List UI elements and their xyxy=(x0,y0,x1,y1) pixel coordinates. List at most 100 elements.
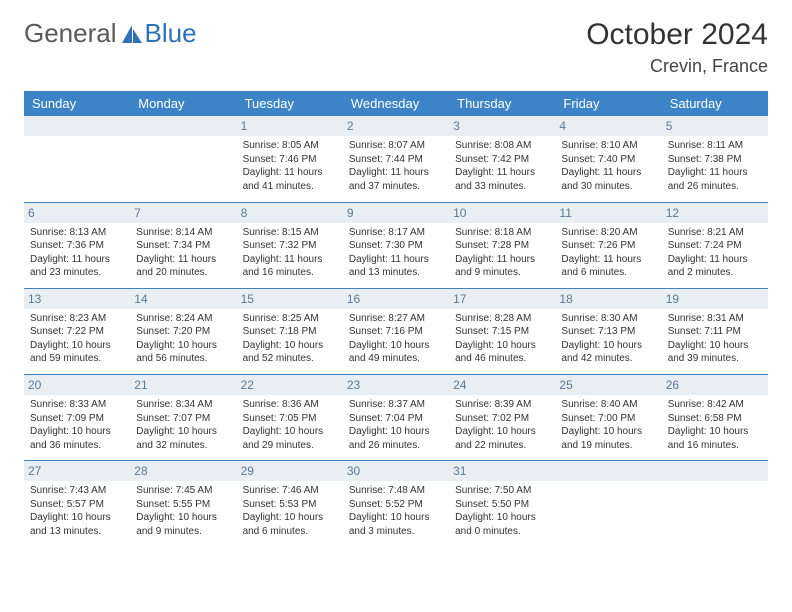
sunrise-line: Sunrise: 8:39 AM xyxy=(455,398,549,412)
sunrise-line: Sunrise: 8:10 AM xyxy=(561,139,655,153)
weekday-header: Saturday xyxy=(662,91,768,116)
sunset-line: Sunset: 7:22 PM xyxy=(30,325,124,339)
weekday-header: Tuesday xyxy=(237,91,343,116)
sunrise-line: Sunrise: 7:48 AM xyxy=(349,484,443,498)
calendar-day-cell: 21 Sunrise: 8:34 AMSunset: 7:07 PMDayligh… xyxy=(130,374,236,460)
calendar-body: ..1Sunrise: 8:05 AMSunset: 7:46 PMDaylig… xyxy=(24,116,768,547)
day-number: 9 xyxy=(343,203,449,223)
sunset-line: Sunset: 7:24 PM xyxy=(668,239,762,253)
brand-logo: General Blue xyxy=(24,18,197,49)
daylight-line: Daylight: 10 hours and 3 minutes. xyxy=(349,511,443,538)
calendar-day-cell: 28Sunrise: 7:45 AMSunset: 5:55 PMDayligh… xyxy=(130,461,236,547)
calendar-week-row: 20 Sunrise: 8:33 AMSunset: 7:09 PM Dayligh… xyxy=(24,374,768,460)
sunset-line: Sunset: 7:07 PM xyxy=(136,412,230,426)
sunset-line: Sunset: 7:32 PM xyxy=(243,239,337,253)
day-number: 14 xyxy=(130,289,236,309)
page-header: General Blue October 2024 Crevin, France xyxy=(24,18,768,77)
day-number: 1 xyxy=(237,116,343,136)
day-number: 15 xyxy=(237,289,343,309)
sunrise-line: Sunrise: 8:15 AM xyxy=(243,226,337,240)
sunrise-line: Sunrise: 8:23 AM xyxy=(30,312,124,326)
daylight-line: Daylight: 10 hours and 49 minutes. xyxy=(349,339,443,366)
sunset-line: Sunset: 7:13 PM xyxy=(561,325,655,339)
calendar-day-cell: 1Sunrise: 8:05 AMSunset: 7:46 PMDaylight… xyxy=(237,116,343,202)
sunrise-line: Sunrise: 8:37 AM xyxy=(349,398,443,412)
sunrise-line: Sunrise: 8:24 AM xyxy=(136,312,230,326)
daylight-line: Daylight: 11 hours and 6 minutes. xyxy=(561,253,655,280)
weekday-header: Wednesday xyxy=(343,91,449,116)
sunset-line: Sunset: 7:16 PM xyxy=(349,325,443,339)
daylight-line: Daylight: 10 hours and 16 minutes. xyxy=(668,425,762,452)
sunset-line: Sunset: 7:42 PM xyxy=(455,153,549,167)
calendar-day-cell: 26Sunrise: 8:42 AMSunset: 6:58 PMDayligh… xyxy=(662,374,768,460)
day-number: 4 xyxy=(555,116,661,136)
calendar-day-cell: 5Sunrise: 8:11 AMSunset: 7:38 PMDaylight… xyxy=(662,116,768,202)
sunset-line: Sunset: 6:58 PM xyxy=(668,412,762,426)
daylight-line: Daylight: 11 hours and 30 minutes. xyxy=(561,166,655,193)
daylight-line: Daylight: 10 hours and 42 minutes. xyxy=(561,339,655,366)
daylight-line: Daylight: 10 hours and 26 minutes. xyxy=(349,425,443,452)
sunset-line: Sunset: 7:44 PM xyxy=(349,153,443,167)
calendar-day-cell: 6Sunrise: 8:13 AMSunset: 7:36 PMDaylight… xyxy=(24,202,130,288)
sunset-line: Sunset: 7:36 PM xyxy=(30,239,124,253)
sunset-line: Sunset: 5:50 PM xyxy=(455,498,549,512)
sunrise-line: Sunrise: 8:34 AM xyxy=(136,398,230,412)
sunrise-line: Sunrise: 7:50 AM xyxy=(455,484,549,498)
weekday-header: Monday xyxy=(130,91,236,116)
day-number: 21 xyxy=(130,375,236,395)
sunrise-line: Sunrise: 8:40 AM xyxy=(561,398,655,412)
day-number: 11 xyxy=(555,203,661,223)
daylight-line: Daylight: 11 hours and 26 minutes. xyxy=(668,166,762,193)
sunrise-line: Sunrise: 8:33 AM xyxy=(30,398,124,412)
day-number: 13 xyxy=(24,289,130,309)
sunset-line: Sunset: 7:02 PM xyxy=(455,412,549,426)
calendar-day-cell: 31Sunrise: 7:50 AMSunset: 5:50 PMDayligh… xyxy=(449,461,555,547)
sunset-line: Sunset: 7:09 PM xyxy=(30,412,124,426)
sunset-line: Sunset: 5:55 PM xyxy=(136,498,230,512)
sunset-line: Sunset: 7:00 PM xyxy=(561,412,655,426)
calendar-day-cell: 13Sunrise: 8:23 AMSunset: 7:22 PMDayligh… xyxy=(24,288,130,374)
sunrise-line: Sunrise: 8:18 AM xyxy=(455,226,549,240)
daylight-line: Daylight: 10 hours and 9 minutes. xyxy=(136,511,230,538)
sunrise-line: Sunrise: 8:13 AM xyxy=(30,226,124,240)
calendar-day-cell: 9Sunrise: 8:17 AMSunset: 7:30 PMDaylight… xyxy=(343,202,449,288)
daylight-line: Daylight: 11 hours and 13 minutes. xyxy=(349,253,443,280)
calendar-day-cell: 25Sunrise: 8:40 AMSunset: 7:00 PMDayligh… xyxy=(555,374,661,460)
calendar-day-cell: 20Sunrise: 8:33 AMSunset: 7:09 PMDayligh… xyxy=(24,374,130,460)
daylight-line: Daylight: 11 hours and 9 minutes. xyxy=(455,253,549,280)
calendar-day-cell: 22Sunrise: 8:36 AMSunset: 7:05 PMDayligh… xyxy=(237,374,343,460)
day-number: 12 xyxy=(662,203,768,223)
sunrise-line: Sunrise: 8:07 AM xyxy=(349,139,443,153)
calendar-day-cell: 10Sunrise: 8:18 AMSunset: 7:28 PMDayligh… xyxy=(449,202,555,288)
brand-part1: General xyxy=(24,18,117,49)
daylight-line: Daylight: 11 hours and 23 minutes. xyxy=(30,253,124,280)
sunset-line: Sunset: 7:15 PM xyxy=(455,325,549,339)
sunrise-line: Sunrise: 8:36 AM xyxy=(243,398,337,412)
calendar-week-row: 6Sunrise: 8:13 AMSunset: 7:36 PMDaylight… xyxy=(24,202,768,288)
sunset-line: Sunset: 7:40 PM xyxy=(561,153,655,167)
sunrise-line: Sunrise: 8:27 AM xyxy=(349,312,443,326)
day-number: 29 xyxy=(237,461,343,481)
calendar-day-cell: 19Sunrise: 8:31 AMSunset: 7:11 PMDayligh… xyxy=(662,288,768,374)
brand-part2: Blue xyxy=(145,18,197,49)
day-number: 8 xyxy=(237,203,343,223)
sunset-line: Sunset: 7:26 PM xyxy=(561,239,655,253)
day-number: 3 xyxy=(449,116,555,136)
calendar-day-cell: 30Sunrise: 7:48 AMSunset: 5:52 PMDayligh… xyxy=(343,461,449,547)
daylight-line: Daylight: 10 hours and 46 minutes. xyxy=(455,339,549,366)
sunrise-line: Sunrise: 8:05 AM xyxy=(243,139,337,153)
daylight-line: Daylight: 10 hours and 19 minutes. xyxy=(561,425,655,452)
day-number: 27 xyxy=(24,461,130,481)
calendar-week-row: 13 Sunrise: 8:23 AMSunset: 7:22 PM Dayligh… xyxy=(24,288,768,374)
daylight-line: Daylight: 11 hours and 2 minutes. xyxy=(668,253,762,280)
sunrise-line: Sunrise: 8:08 AM xyxy=(455,139,549,153)
calendar-week-row: ..1Sunrise: 8:05 AMSunset: 7:46 PMDaylig… xyxy=(24,116,768,202)
daylight-line: Daylight: 10 hours and 32 minutes. xyxy=(136,425,230,452)
sail-icon xyxy=(119,23,145,45)
day-number: 20 xyxy=(24,375,130,395)
daylight-line: Daylight: 10 hours and 22 minutes. xyxy=(455,425,549,452)
day-number: 24 xyxy=(449,375,555,395)
day-number: 7 xyxy=(130,203,236,223)
sunset-line: Sunset: 7:18 PM xyxy=(243,325,337,339)
day-number-empty: . xyxy=(662,461,768,481)
